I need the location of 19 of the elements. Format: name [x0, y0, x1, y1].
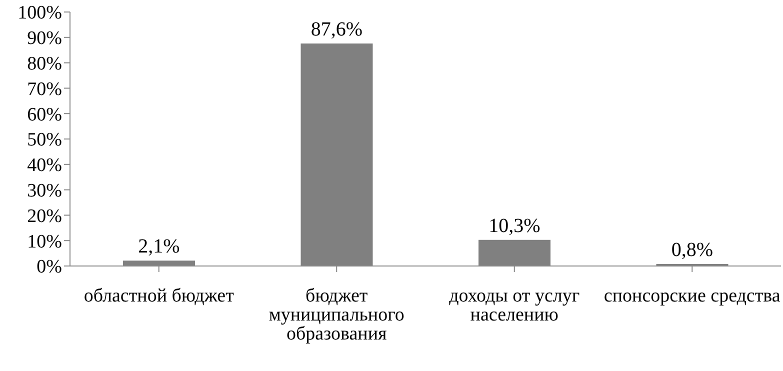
- y-tick-label: 100%: [18, 2, 62, 24]
- y-tick-label: 50%: [27, 130, 62, 151]
- x-tick-label: доходы от услуг населению: [449, 285, 580, 326]
- y-tick-label: 70%: [27, 78, 62, 100]
- y-tick-label: 60%: [27, 104, 62, 126]
- y-tick-label: 10%: [27, 231, 62, 252]
- y-tick-label: 0%: [36, 256, 62, 278]
- data-label: 0,8%: [671, 238, 714, 261]
- y-tick-label: 20%: [27, 206, 62, 227]
- x-tick-label: спонсорские средства: [604, 285, 781, 306]
- x-tick-label: бюджет муниципального образования: [268, 285, 404, 344]
- y-tick-label: 30%: [27, 180, 62, 202]
- data-label: 2,1%: [138, 236, 180, 258]
- data-label: 87,6%: [310, 18, 363, 40]
- y-tick-label: 80%: [27, 54, 62, 75]
- y-tick-label: 90%: [27, 28, 62, 50]
- data-label: 10,3%: [488, 214, 540, 237]
- y-tick-label: 40%: [27, 155, 62, 176]
- x-tick-label: областной бюджет: [84, 285, 235, 306]
